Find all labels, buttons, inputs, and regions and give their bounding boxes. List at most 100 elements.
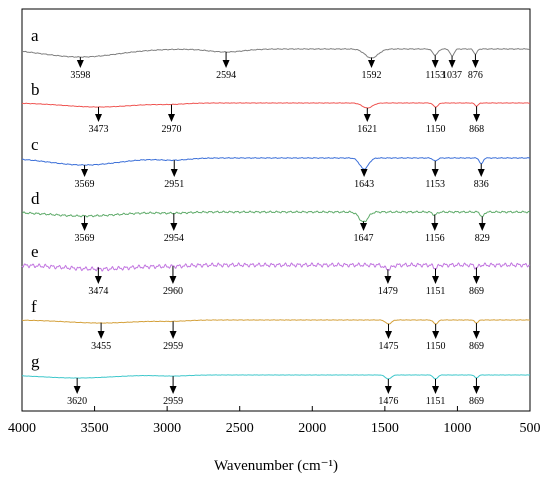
peak-label: 1479 bbox=[378, 286, 398, 297]
peak-arrow-head bbox=[432, 386, 440, 394]
peak-label: 1153 bbox=[425, 70, 445, 81]
peak-arrow-head bbox=[471, 60, 479, 68]
peak-arrow-head bbox=[94, 276, 102, 284]
spectrum-line-a bbox=[21, 48, 531, 59]
series-label-g: g bbox=[31, 352, 40, 371]
peak-label: 1475 bbox=[378, 341, 398, 352]
peak-label: 868 bbox=[469, 124, 484, 135]
spectrum-line-b bbox=[21, 102, 531, 109]
peak-arrow-head bbox=[448, 60, 456, 68]
peak-arrow-head bbox=[222, 60, 230, 68]
peak-label: 1156 bbox=[425, 233, 445, 244]
series-label-a: a bbox=[31, 26, 39, 45]
peak-arrow-head bbox=[473, 114, 481, 122]
peak-label: 1037 bbox=[442, 70, 462, 81]
spectrum-line-g bbox=[21, 374, 531, 380]
series-label-c: c bbox=[31, 135, 39, 154]
peak-arrow-head bbox=[170, 169, 178, 177]
peak-arrow-head bbox=[432, 114, 440, 122]
x-tick-label: 3500 bbox=[81, 421, 109, 436]
spectrum-line-c bbox=[21, 157, 531, 170]
spectrum-line-e bbox=[21, 262, 531, 272]
peak-label: 1647 bbox=[354, 233, 374, 244]
peak-arrow-head bbox=[169, 386, 177, 394]
peak-label: 869 bbox=[469, 286, 484, 297]
peak-arrow-head bbox=[76, 60, 84, 68]
peak-label: 869 bbox=[469, 341, 484, 352]
peak-arrow-head bbox=[169, 331, 177, 339]
x-axis: 4000 3500 3000 2500 2000 1500 1000 500 bbox=[8, 406, 541, 436]
peak-arrow-head bbox=[478, 223, 486, 231]
peak-arrow-head bbox=[169, 276, 177, 284]
x-axis-label: Wavenumber (cm⁻¹) bbox=[214, 458, 338, 474]
x-tick-label: 1000 bbox=[443, 421, 471, 436]
peak-arrow-head bbox=[81, 223, 89, 231]
peak-arrow-head bbox=[167, 114, 175, 122]
peak-arrow-head bbox=[431, 60, 439, 68]
x-tick-label: 3000 bbox=[153, 421, 181, 436]
peak-label: 3474 bbox=[88, 286, 108, 297]
x-tick-label: 2500 bbox=[226, 421, 254, 436]
peak-arrow-head bbox=[73, 386, 81, 394]
peak-arrow-head bbox=[472, 386, 480, 394]
peak-arrow-head bbox=[384, 331, 392, 339]
peak-arrow-head bbox=[384, 386, 392, 394]
peak-label: 3620 bbox=[67, 396, 87, 407]
peak-label: 1592 bbox=[362, 70, 382, 81]
series-label-b: b bbox=[31, 80, 40, 99]
peak-arrow-head bbox=[97, 331, 105, 339]
peak-label: 1150 bbox=[426, 124, 446, 135]
peak-label: 2970 bbox=[161, 124, 181, 135]
peak-label: 2960 bbox=[163, 286, 183, 297]
peak-label: 1151 bbox=[426, 396, 446, 407]
peak-label: 2959 bbox=[163, 341, 183, 352]
peak-arrow-head bbox=[477, 169, 485, 177]
peak-arrow-head bbox=[368, 60, 376, 68]
peak-label: 1151 bbox=[426, 286, 446, 297]
peak-label: 3569 bbox=[75, 233, 95, 244]
series-b: b 3473 2970 1621 1150 868 bbox=[21, 80, 531, 135]
peak-label: 3569 bbox=[75, 179, 95, 190]
peak-label: 2594 bbox=[216, 70, 236, 81]
peak-label: 3473 bbox=[88, 124, 108, 135]
peak-label: 1643 bbox=[354, 179, 374, 190]
peak-label: 1150 bbox=[426, 341, 446, 352]
peak-label: 869 bbox=[469, 396, 484, 407]
series-e: e 3474 2960 1479 1151 869 bbox=[21, 242, 531, 297]
series-f: f 3455 2959 1475 1150 869 bbox=[21, 297, 531, 352]
peak-arrow-head bbox=[472, 276, 480, 284]
peak-label: 3598 bbox=[70, 70, 90, 81]
x-tick-label: 4000 bbox=[8, 421, 36, 436]
x-tick-label: 2000 bbox=[298, 421, 326, 436]
peak-label: 3455 bbox=[91, 341, 111, 352]
plot-frame bbox=[21, 8, 531, 412]
peak-arrow-head bbox=[81, 169, 89, 177]
peak-label: 876 bbox=[468, 70, 483, 81]
peak-arrow-head bbox=[94, 114, 102, 122]
peak-arrow-head bbox=[431, 169, 439, 177]
peak-arrow-head bbox=[360, 169, 368, 177]
peak-label: 1621 bbox=[357, 124, 377, 135]
series-label-f: f bbox=[31, 297, 37, 316]
peak-label: 836 bbox=[474, 179, 489, 190]
series-label-d: d bbox=[31, 189, 40, 208]
peak-label: 1476 bbox=[378, 396, 398, 407]
spectrum-line-f bbox=[21, 319, 531, 325]
x-tick-label: 500 bbox=[520, 421, 541, 436]
spectrum-line-d bbox=[21, 210, 531, 223]
peak-arrow-head bbox=[431, 223, 439, 231]
peak-arrow-head bbox=[384, 276, 392, 284]
peak-arrow-head bbox=[432, 331, 440, 339]
peak-arrow-head bbox=[472, 331, 480, 339]
peak-label: 829 bbox=[475, 233, 490, 244]
series-d: d 3569 2954 1647 1156 829 bbox=[21, 189, 531, 244]
peak-label: 2959 bbox=[163, 396, 183, 407]
peak-label: 2954 bbox=[164, 233, 184, 244]
peak-arrow-head bbox=[170, 223, 178, 231]
series-label-e: e bbox=[31, 242, 39, 261]
peak-arrow-head bbox=[432, 276, 440, 284]
peak-label: 2951 bbox=[164, 179, 184, 190]
